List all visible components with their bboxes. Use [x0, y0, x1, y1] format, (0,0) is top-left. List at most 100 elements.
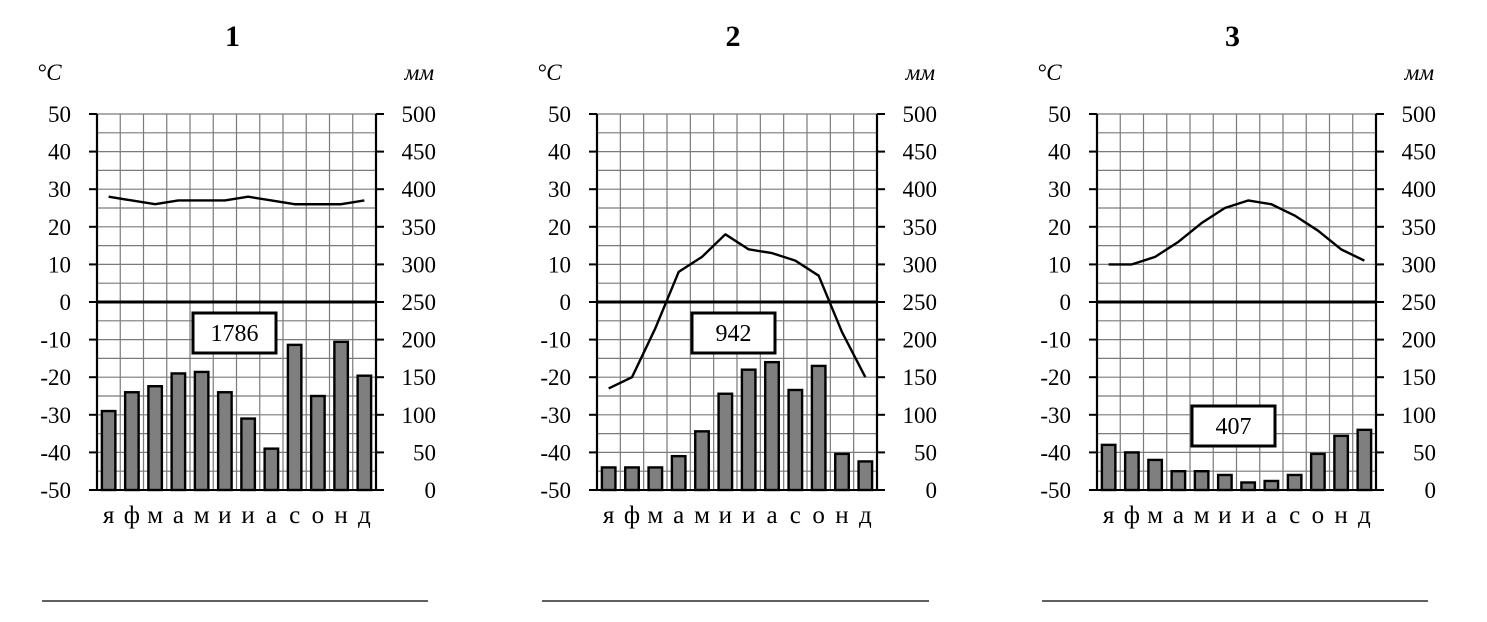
precip-bar [286, 343, 303, 492]
climate-chart-3: 50403020100-10-20-30-40-5050045040035030… [1037, 20, 1437, 602]
precip-tick-label: 100 [1402, 403, 1437, 428]
temp-tick-label: -10 [40, 328, 71, 353]
month-label: я [103, 502, 115, 529]
annual-precip-box [191, 311, 278, 355]
temperature-line [608, 233, 867, 390]
precip-bar [100, 409, 117, 492]
chart-title: 2 [726, 20, 741, 53]
month-label: а [266, 502, 277, 529]
month-label: н [1334, 502, 1347, 529]
precip-bar [147, 385, 164, 492]
precip-bar [123, 391, 140, 492]
temp-tick-label: 0 [560, 290, 572, 315]
month-label: и [241, 502, 254, 529]
month-label: м [694, 502, 710, 529]
temp-unit-label: °C [37, 60, 62, 85]
precip-tick-label: 0 [425, 478, 437, 503]
precip-bar [1263, 479, 1280, 492]
precip-bar [670, 454, 687, 492]
precip-bar [170, 372, 187, 492]
precip-tick-label: 50 [413, 440, 436, 465]
temp-tick-label: -10 [540, 328, 571, 353]
precip-bar [1356, 428, 1373, 492]
month-label: я [1103, 502, 1115, 529]
month-label: и [742, 502, 755, 529]
month-label: и [719, 502, 732, 529]
precip-bar [1193, 470, 1210, 492]
month-label: д [358, 502, 371, 529]
precip-tick-label: 200 [402, 328, 437, 353]
temp-tick-label: 50 [548, 102, 571, 127]
month-label: м [147, 502, 163, 529]
precip-bar [240, 417, 257, 492]
precip-bar [834, 452, 850, 492]
month-label: с [790, 502, 801, 529]
precip-bar [857, 460, 874, 492]
month-label: и [1218, 502, 1231, 529]
precip-bar [1147, 458, 1164, 492]
precip-bar [1309, 452, 1326, 492]
temp-tick-label: 0 [1060, 290, 1072, 315]
month-label: м [194, 502, 210, 529]
temperature-line [108, 195, 365, 206]
temp-tick-label: 10 [1048, 252, 1071, 277]
precip-bar [600, 466, 617, 492]
precip-unit-label: мм [905, 60, 936, 85]
temp-tick-label: -30 [1040, 403, 1071, 428]
precip-tick-label: 350 [402, 215, 437, 240]
temp-tick-label: 10 [48, 252, 71, 277]
precip-bar [333, 340, 350, 492]
month-label: и [218, 502, 231, 529]
month-label: а [766, 502, 777, 529]
temp-tick-label: 50 [1048, 102, 1071, 127]
month-label: а [1173, 502, 1184, 529]
month-label: а [1266, 502, 1277, 529]
month-label: о [312, 502, 325, 529]
precip-tick-label: 300 [402, 252, 437, 277]
month-label: н [334, 502, 347, 529]
temp-tick-label: -50 [540, 478, 571, 503]
month-label: а [673, 502, 684, 529]
temp-tick-label: -50 [1040, 478, 1071, 503]
precip-unit-label: мм [404, 60, 435, 85]
precip-tick-label: 400 [402, 177, 437, 202]
month-label: ф [624, 502, 640, 529]
month-label: ф [1124, 502, 1140, 529]
annual-precip-box [1190, 404, 1277, 448]
precip-tick-label: 250 [402, 290, 437, 315]
precip-tick-label: 150 [402, 365, 437, 390]
precip-bar [356, 374, 373, 492]
precip-tick-label: 500 [903, 102, 938, 127]
precip-bar [1100, 443, 1117, 492]
temp-tick-label: 30 [1048, 177, 1071, 202]
annual-precip-value: 942 [716, 321, 752, 347]
temp-tick-label: 40 [1048, 140, 1071, 165]
precip-bar [309, 394, 326, 492]
precip-bar [263, 447, 280, 492]
precip-bar [1170, 470, 1187, 492]
month-label: м [647, 502, 663, 529]
annual-precip-value: 407 [1216, 414, 1252, 440]
precip-bar [1216, 473, 1233, 492]
grid [597, 113, 877, 491]
temp-tick-label: -40 [40, 440, 71, 465]
grid [1097, 113, 1376, 491]
precip-tick-label: 0 [926, 478, 938, 503]
precip-tick-label: 100 [402, 403, 437, 428]
precip-tick-label: 400 [1402, 177, 1437, 202]
temp-tick-label: 0 [60, 290, 72, 315]
precip-tick-label: 350 [903, 215, 938, 240]
precip-bar [216, 391, 233, 492]
month-label: а [173, 502, 184, 529]
month-label: м [1194, 502, 1210, 529]
precip-tick-label: 450 [903, 140, 938, 165]
grid [97, 113, 376, 491]
precip-bar [694, 430, 710, 492]
climate-chart-2: 50403020100-10-20-30-40-5050045040035030… [537, 20, 938, 602]
temp-tick-label: 30 [548, 177, 571, 202]
precip-bar [764, 360, 780, 492]
precip-tick-label: 100 [903, 403, 938, 428]
temp-tick-label: 20 [1048, 215, 1071, 240]
chart-title: 1 [225, 20, 240, 53]
precip-tick-label: 200 [903, 328, 938, 353]
